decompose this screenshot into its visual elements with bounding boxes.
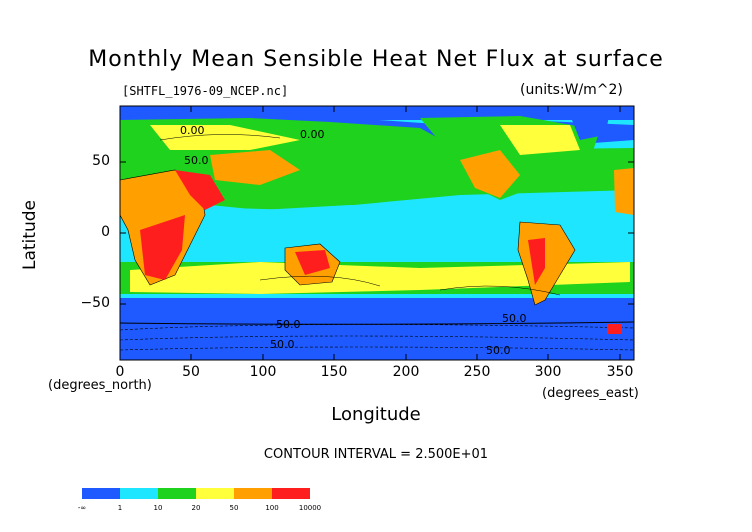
arabia-hot: [175, 170, 225, 210]
eurasia-yellow: [150, 125, 300, 150]
colorbar-label: -∞: [77, 504, 87, 512]
sa-hot: [528, 238, 545, 285]
colorbar-segment: [234, 488, 272, 499]
y-ticks: [120, 161, 634, 305]
colorbar-segment: [82, 488, 120, 499]
x-tick-label: 200: [392, 364, 420, 380]
x-tick-label: 100: [249, 364, 277, 380]
x-tick-label: 250: [463, 364, 491, 380]
contour-label: 0.00: [300, 128, 325, 141]
contour-label: 50.0: [184, 154, 209, 167]
africa-hot: [140, 215, 185, 280]
contour-interval: CONTOUR INTERVAL = 2.500E+01: [263, 447, 489, 462]
x-tick-label: 350: [606, 364, 634, 380]
x-tick-label: 50: [182, 364, 200, 380]
x-ticks: [190, 106, 621, 360]
greenland: [570, 112, 610, 140]
arctic-band: [120, 106, 634, 120]
y-tick-label: 0: [101, 224, 110, 240]
contour-lines: [159, 134, 561, 296]
colorbar-segment: [196, 488, 234, 499]
y-axis-label: Latitude: [20, 200, 40, 270]
colorbar: [82, 488, 310, 499]
colorbar-label: 100: [265, 504, 279, 512]
southern-blue-strip: [120, 298, 634, 312]
colorbar-label: 10: [153, 504, 163, 512]
x-axis-unit: (degrees_east): [542, 386, 639, 401]
y-axis-unit: (degrees_north): [48, 378, 152, 393]
south-yellow-belt: [130, 262, 630, 294]
tropical-green: [160, 200, 530, 235]
antarctic-contours: [119, 324, 635, 351]
antarctic-band: [120, 325, 634, 360]
contour-label: 50.0: [486, 344, 511, 357]
y-tick-label: −50: [80, 295, 110, 311]
contour-label: 50.0: [276, 318, 301, 331]
y-tick-label: 50: [92, 153, 110, 169]
contour-label: 50.0: [502, 312, 527, 325]
contour-label: 0.00: [180, 124, 205, 137]
colorbar-label: 20: [191, 504, 201, 512]
file-label: [SHTFL_1976-09_NCEP.nc]: [122, 84, 289, 98]
na-orange: [460, 150, 520, 198]
colorbar-segment: [272, 488, 310, 499]
x-tick-label: 150: [320, 364, 348, 380]
contour-label: 50.0: [270, 338, 295, 351]
colorbar-label: 50: [229, 504, 239, 512]
units-label: (units:W/m^2): [520, 82, 623, 98]
colorbar-segment: [158, 488, 196, 499]
na-yellow: [500, 125, 580, 155]
colorbar-segment: [120, 488, 158, 499]
x-axis-label: Longitude: [331, 404, 421, 425]
antarctic-coast: [119, 321, 635, 325]
colorbar-label: 10000: [298, 504, 322, 512]
asia-orange: [210, 150, 300, 185]
map-title: Monthly Mean Sensible Heat Net Flux at s…: [88, 47, 664, 72]
wrap-edge-land: [614, 168, 634, 215]
x-tick-label: 0: [115, 364, 125, 380]
australia-hot: [295, 250, 330, 275]
colorbar-label: 1: [117, 504, 123, 512]
antarctic-hot-patch: [607, 324, 622, 334]
x-tick-label: 300: [534, 364, 562, 380]
